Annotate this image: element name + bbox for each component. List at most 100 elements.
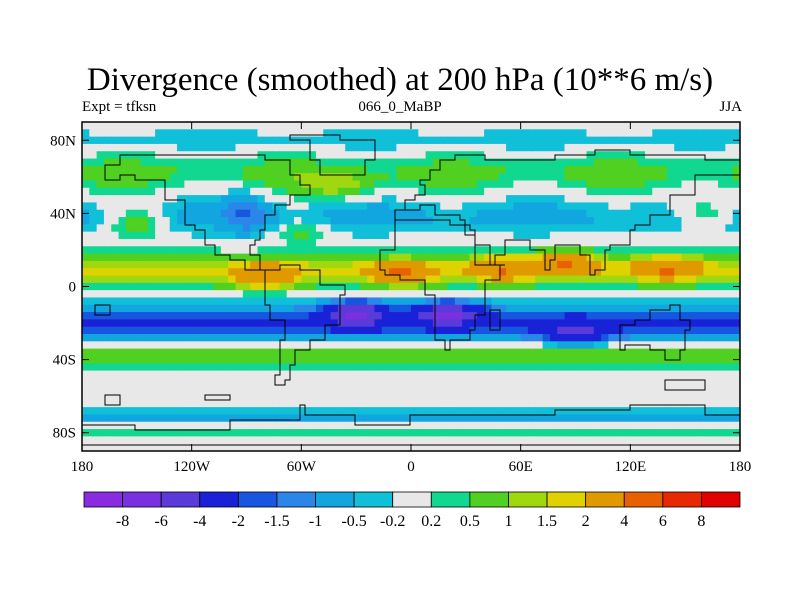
field-cell: [352, 392, 361, 401]
field-cell: [111, 304, 120, 313]
field-cell: [718, 151, 726, 160]
field-cell: [681, 443, 690, 451]
field-cell: [462, 275, 471, 284]
field-cell: [228, 195, 237, 204]
field-cell: [630, 129, 639, 138]
field-cell: [294, 392, 302, 401]
field-cell: [703, 151, 712, 160]
field-cell: [272, 246, 280, 255]
field-cell: [608, 238, 617, 247]
field-cell: [133, 158, 142, 167]
field-cell: [184, 290, 193, 299]
field-cell: [111, 348, 120, 357]
field-cell: [264, 173, 273, 182]
field-cell: [681, 180, 690, 189]
field-cell: [103, 436, 112, 445]
field-cell: [82, 407, 90, 416]
field-cell: [272, 224, 280, 233]
field-cell: [147, 136, 156, 145]
field-cell: [718, 282, 726, 291]
field-cell: [674, 143, 683, 152]
field-cell: [228, 363, 237, 372]
field-cell: [220, 399, 229, 408]
field-cell: [213, 363, 222, 372]
field-cell: [549, 348, 558, 357]
field-cell: [666, 187, 675, 196]
field-cell: [389, 334, 397, 342]
field-cell: [294, 282, 302, 291]
field-cell: [571, 224, 580, 233]
field-cell: [674, 231, 683, 240]
field-cell: [484, 290, 493, 299]
field-cell: [557, 377, 566, 386]
field-cell: [703, 246, 712, 255]
field-cell: [308, 355, 317, 364]
field-cell: [345, 443, 354, 451]
field-cell: [535, 217, 544, 225]
field-cell: [630, 399, 639, 408]
field-cell: [579, 385, 588, 394]
field-cell: [155, 326, 164, 335]
field-cell: [213, 392, 222, 401]
field-cell: [367, 290, 376, 299]
field-cell: [696, 231, 705, 240]
field-cell: [637, 180, 646, 189]
field-cell: [615, 136, 624, 145]
field-cell: [513, 370, 522, 379]
field-cell: [345, 414, 354, 423]
field-cell: [527, 187, 536, 196]
field-cell: [469, 304, 478, 313]
field-cell: [601, 122, 609, 130]
field-cell: [659, 436, 668, 445]
field-cell: [191, 282, 200, 291]
field-cell: [257, 282, 266, 291]
field-cell: [462, 399, 471, 408]
field-cell: [155, 224, 164, 233]
field-cell: [696, 282, 705, 291]
field-cell: [359, 238, 368, 247]
field-cell: [206, 399, 215, 408]
field-cell: [644, 297, 653, 306]
field-cell: [725, 209, 734, 218]
field-cell: [725, 202, 734, 211]
field-cell: [630, 290, 639, 299]
field-cell: [491, 202, 500, 211]
field-cell: [652, 341, 661, 350]
field-cell: [447, 180, 456, 189]
field-cell: [718, 319, 726, 328]
field-cell: [228, 377, 237, 386]
field-cell: [323, 407, 332, 416]
field-cell: [250, 443, 259, 451]
field-cell: [272, 334, 280, 342]
field-cell: [330, 429, 339, 437]
field-cell: [644, 348, 653, 357]
field-cell: [644, 363, 653, 372]
y-tick-label: 80N: [50, 133, 76, 149]
field-cell: [367, 326, 376, 335]
field-cell: [498, 224, 507, 233]
field-cell: [96, 246, 105, 255]
field-cell: [133, 355, 142, 364]
field-cell: [681, 253, 690, 262]
field-cell: [367, 231, 376, 240]
field-cell: [396, 429, 405, 437]
field-cell: [674, 246, 683, 255]
field-cell: [571, 158, 580, 167]
field-cell: [688, 282, 697, 291]
field-cell: [308, 253, 317, 262]
field-cell: [623, 363, 631, 372]
field-cell: [418, 217, 427, 225]
field-cell: [710, 136, 719, 145]
field-cell: [191, 158, 200, 167]
field-cell: [381, 370, 390, 379]
field-cell: [352, 246, 361, 255]
field-cell: [235, 319, 244, 328]
field-cell: [257, 173, 266, 182]
field-cell: [520, 129, 529, 138]
field-cell: [447, 407, 456, 416]
field-cell: [82, 436, 90, 445]
field-cell: [696, 385, 705, 394]
field-cell: [718, 246, 726, 255]
field-cell: [118, 334, 127, 342]
field-cell: [250, 202, 259, 211]
